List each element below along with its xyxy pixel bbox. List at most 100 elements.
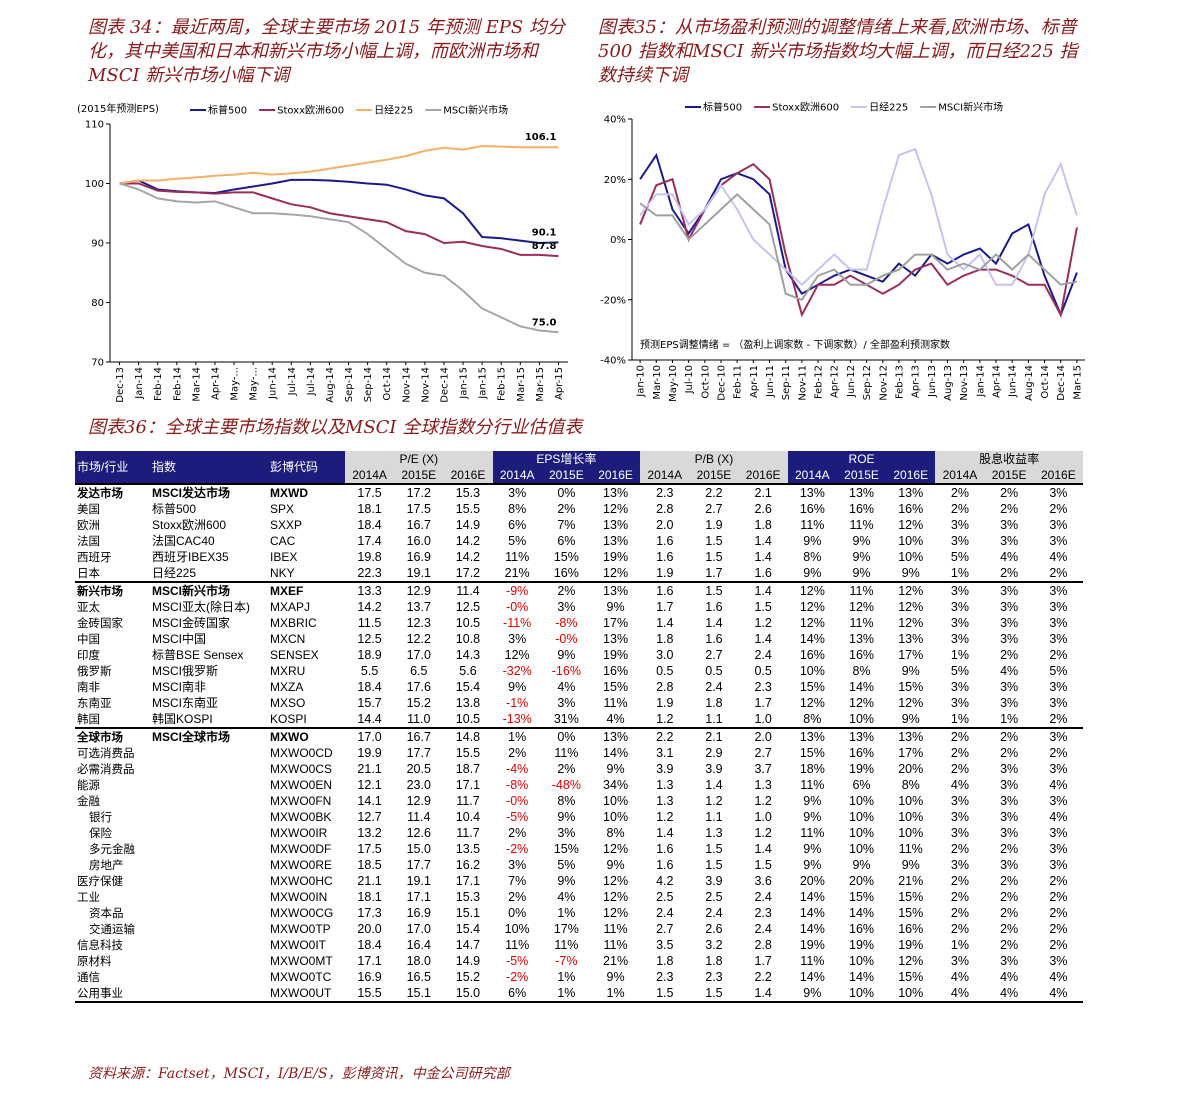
value-cell: 3% <box>1000 632 1019 646</box>
value-cell: 1.3 <box>754 778 772 792</box>
value-cell: 3% <box>935 581 985 599</box>
value-cell: 2% <box>557 762 576 776</box>
value-cell: 2% <box>1049 648 1068 662</box>
value-cell: 1% <box>557 906 576 920</box>
x-tick-label: Jul-14 <box>287 367 298 396</box>
value-cell: 1% <box>950 648 969 662</box>
y-tick-label: 80 <box>91 298 104 309</box>
series-line <box>639 147 1078 287</box>
value-cell: 2% <box>557 502 576 516</box>
value-cell: 14.9 <box>455 518 481 532</box>
group-header: P/B (X) <box>640 451 788 467</box>
value-cell: 4% <box>557 680 576 694</box>
table-row: 亚太 MSCI亚太(除日本) MXAPJ 14.2 13.7 12.5 -0% 3% 9% 1.7… <box>75 599 1083 615</box>
value-cell: 16% <box>799 502 825 516</box>
legend-label: 标普500 <box>703 101 742 114</box>
index-cell <box>150 777 268 793</box>
value-cell: 1.2 <box>656 810 674 824</box>
value-cell: 15.1 <box>455 906 481 920</box>
value-cell: 2% <box>1000 906 1019 920</box>
table-row: 必需消费品 MXWO0CS 21.1 20.5 18.7 -4% 2% 9% 3.9 3.9 3.7… <box>75 761 1083 777</box>
market-cell: 能源 <box>77 778 100 792</box>
value-cell: 1.8 <box>656 954 674 968</box>
code-cell: MXWO0MT <box>270 954 333 968</box>
value-cell: 3% <box>1049 534 1068 548</box>
index-cell: 日经225 <box>152 566 197 580</box>
value-cell: 0% <box>541 727 591 745</box>
value-cell: 6% <box>508 518 527 532</box>
value-cell: 8% <box>508 502 527 516</box>
x-tick-label: Aug-14 <box>1024 365 1035 401</box>
value-cell: 11% <box>898 842 923 856</box>
code-cell: MXWO0IT <box>270 938 326 952</box>
value-cell: 16.9 <box>406 906 431 920</box>
x-tick-label: Sep-14 <box>363 367 374 402</box>
value-cell: 2% <box>950 890 969 904</box>
market-cell: 保险 <box>89 826 112 840</box>
index-cell: 西班牙IBEX35 <box>152 550 229 564</box>
value-cell: 13% <box>590 581 641 599</box>
value-cell: 4% <box>984 985 1034 1003</box>
market-cell: 信息科技 <box>77 938 123 952</box>
value-cell: 10% <box>849 954 875 968</box>
value-cell: 1.2 <box>656 712 674 726</box>
value-cell: 3% <box>1000 534 1019 548</box>
value-cell: 1.0 <box>754 810 772 824</box>
market-cell: 东南亚 <box>77 696 112 710</box>
code-cell: MXWO0EN <box>270 778 333 792</box>
value-cell: 4% <box>935 985 985 1003</box>
x-tick-label: Jun-11 <box>765 365 776 398</box>
value-cell: 1.5 <box>689 581 739 599</box>
code-cell: MXWO0IN <box>270 890 328 904</box>
value-cell: 13% <box>787 727 837 745</box>
value-cell: 21.1 <box>357 874 382 888</box>
series-line <box>119 182 559 258</box>
value-cell: 3% <box>1000 600 1019 614</box>
value-cell: 2.4 <box>754 648 772 662</box>
value-cell: 2.7 <box>705 648 723 662</box>
value-cell: 9% <box>852 550 871 564</box>
value-cell: 2% <box>950 502 969 516</box>
value-cell: 2% <box>1049 938 1068 952</box>
value-cell: 1.9 <box>656 566 674 580</box>
value-cell: -48% <box>551 778 581 792</box>
value-cell: 1.1 <box>705 712 723 726</box>
value-cell: 2.5 <box>705 890 723 904</box>
value-cell: 19.1 <box>406 566 431 580</box>
value-cell: 21% <box>898 874 924 888</box>
value-cell: 3% <box>950 680 969 694</box>
value-cell: 15% <box>603 680 629 694</box>
value-cell: 3.7 <box>754 762 772 776</box>
value-cell: 12% <box>603 502 629 516</box>
value-cell: 3% <box>1000 826 1019 840</box>
market-cell: 南非 <box>77 680 100 694</box>
value-cell: 17.1 <box>406 890 431 904</box>
value-cell: 3% <box>950 858 969 872</box>
value-cell: 9% <box>901 566 920 580</box>
value-cell: 21.1 <box>357 762 382 776</box>
value-cell: 10.4 <box>455 810 481 824</box>
value-cell: 0% <box>541 483 591 501</box>
value-cell: 2.2 <box>640 727 690 745</box>
value-cell: 15% <box>553 550 579 564</box>
y-tick-label: 100 <box>85 179 104 190</box>
value-cell: 9% <box>852 566 871 580</box>
market-cell: 必需消费品 <box>77 762 135 776</box>
table-row: 发达市场 MSCI发达市场 MXWD 17.5 17.2 15.3 3% 0% 13% 2.3 2.… <box>75 483 1083 501</box>
value-cell: 3% <box>508 632 527 646</box>
year-header: 2016E <box>1033 467 1083 484</box>
value-cell: 2.4 <box>705 680 723 694</box>
value-cell: 3% <box>1049 632 1068 646</box>
x-tick-label: May-10 <box>668 365 679 402</box>
value-cell: 10% <box>886 985 936 1003</box>
value-cell: 4% <box>1049 778 1068 792</box>
value-cell: 14% <box>799 890 825 904</box>
value-cell: 3% <box>508 858 527 872</box>
value-cell: 3% <box>950 518 969 532</box>
value-cell: 19% <box>603 550 629 564</box>
index-cell <box>150 985 268 1003</box>
value-cell: 3% <box>1049 616 1068 630</box>
value-cell: 2% <box>984 727 1034 745</box>
value-cell: 14.7 <box>455 938 481 952</box>
value-cell: 10% <box>603 810 629 824</box>
